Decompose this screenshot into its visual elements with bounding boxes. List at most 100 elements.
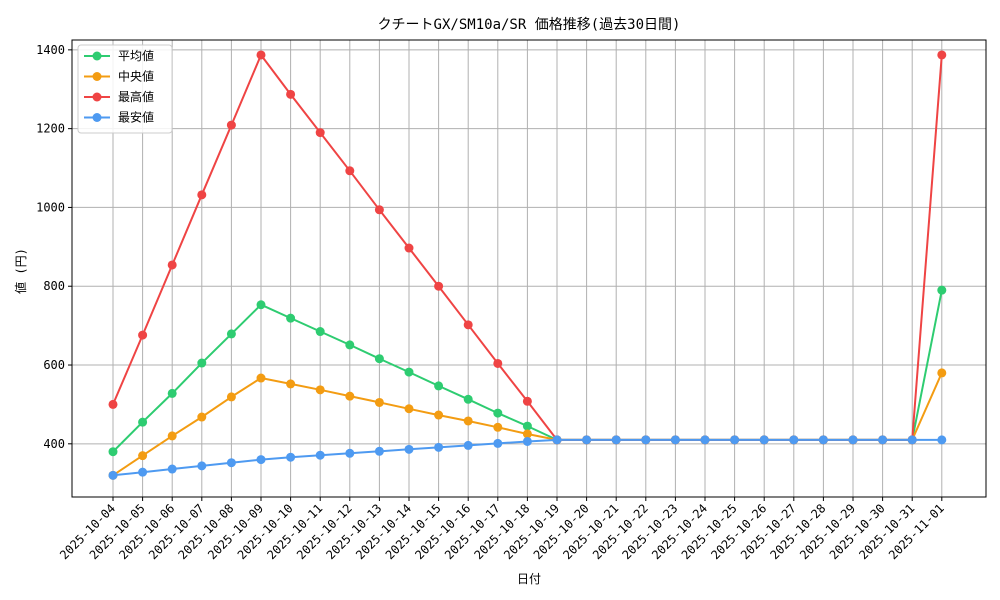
data-point xyxy=(167,388,177,398)
data-point xyxy=(434,281,444,291)
y-tick-label: 800 xyxy=(43,279,65,293)
legend-label: 最高値 xyxy=(118,89,154,104)
data-point xyxy=(138,467,148,477)
data-point xyxy=(197,412,207,422)
x-axis-label: 日付 xyxy=(517,572,541,586)
data-point xyxy=(345,391,355,401)
legend-label: 中央値 xyxy=(118,69,154,84)
y-tick-label: 1000 xyxy=(36,200,65,214)
data-point xyxy=(641,435,651,445)
data-point xyxy=(374,446,384,456)
data-point xyxy=(789,435,799,445)
data-point xyxy=(404,367,414,377)
legend-marker xyxy=(92,72,102,81)
y-tick-label: 600 xyxy=(43,358,65,372)
data-point xyxy=(493,422,503,432)
data-point xyxy=(108,447,118,457)
data-point xyxy=(374,397,384,407)
data-point xyxy=(315,450,325,460)
data-point xyxy=(108,399,118,409)
data-point xyxy=(167,260,177,270)
data-point xyxy=(286,89,296,99)
data-point xyxy=(582,435,592,445)
y-axis-label: 値 (円) xyxy=(13,248,28,294)
data-point xyxy=(522,436,532,446)
data-point xyxy=(226,329,236,339)
data-point xyxy=(315,385,325,395)
series-3 xyxy=(108,435,947,480)
data-point xyxy=(256,50,266,60)
data-point xyxy=(256,455,266,465)
data-point xyxy=(226,120,236,130)
data-point xyxy=(522,396,532,406)
data-point xyxy=(937,285,947,295)
y-tick-label: 1400 xyxy=(36,43,65,57)
data-point xyxy=(315,128,325,138)
data-point xyxy=(818,435,828,445)
data-point xyxy=(730,435,740,445)
data-point xyxy=(463,320,473,330)
y-tick-label: 400 xyxy=(43,437,65,451)
data-point xyxy=(345,166,355,176)
data-point xyxy=(286,452,296,462)
data-point xyxy=(522,421,532,431)
data-point xyxy=(138,451,148,461)
data-point xyxy=(463,440,473,450)
legend-item: 平均値 xyxy=(84,48,154,63)
data-point xyxy=(404,243,414,253)
data-point xyxy=(138,417,148,427)
data-point xyxy=(522,429,532,439)
data-point xyxy=(226,458,236,468)
series-layer xyxy=(108,50,947,480)
y-tick-label: 1200 xyxy=(36,122,65,136)
data-point xyxy=(286,379,296,389)
legend-label: 平均値 xyxy=(118,48,154,63)
data-point xyxy=(434,410,444,420)
data-point xyxy=(226,392,236,402)
data-point xyxy=(167,431,177,441)
legend-marker xyxy=(92,113,102,122)
data-point xyxy=(256,373,266,383)
data-point xyxy=(493,358,503,368)
data-point xyxy=(138,330,148,340)
data-point xyxy=(374,354,384,364)
data-point xyxy=(611,435,621,445)
data-point xyxy=(286,313,296,323)
legend-item: 中央値 xyxy=(84,69,154,84)
data-point xyxy=(197,358,207,368)
data-point xyxy=(404,444,414,454)
data-point xyxy=(937,368,947,378)
data-point xyxy=(552,435,562,445)
data-point xyxy=(907,435,917,445)
legend-item: 最高値 xyxy=(84,89,154,104)
plot-area-frame xyxy=(71,39,987,498)
data-point xyxy=(108,470,118,480)
data-point xyxy=(345,340,355,350)
data-point xyxy=(167,464,177,474)
data-point xyxy=(256,300,266,310)
chart-title: クチートGX/SM10a/SR 価格推移(過去30日間) xyxy=(378,17,681,33)
legend-box xyxy=(77,44,173,134)
data-point xyxy=(197,190,207,200)
data-point xyxy=(700,435,710,445)
data-point xyxy=(434,381,444,391)
legend-marker xyxy=(92,92,102,102)
data-point xyxy=(404,404,414,414)
data-point xyxy=(434,442,444,452)
legend-item: 最安値 xyxy=(84,110,154,125)
data-point xyxy=(493,408,503,418)
legend-marker xyxy=(92,51,102,61)
legend-label: 最安値 xyxy=(118,110,154,125)
data-point xyxy=(345,448,355,458)
data-point xyxy=(197,461,207,471)
data-point xyxy=(878,435,888,445)
data-point xyxy=(374,205,384,215)
data-point xyxy=(493,438,503,448)
data-point xyxy=(670,435,680,445)
data-point xyxy=(937,50,947,60)
data-point xyxy=(848,435,858,445)
y-axis-ticks: 400 600 800 1000 1200 1400 xyxy=(36,43,72,451)
data-point xyxy=(759,435,769,445)
